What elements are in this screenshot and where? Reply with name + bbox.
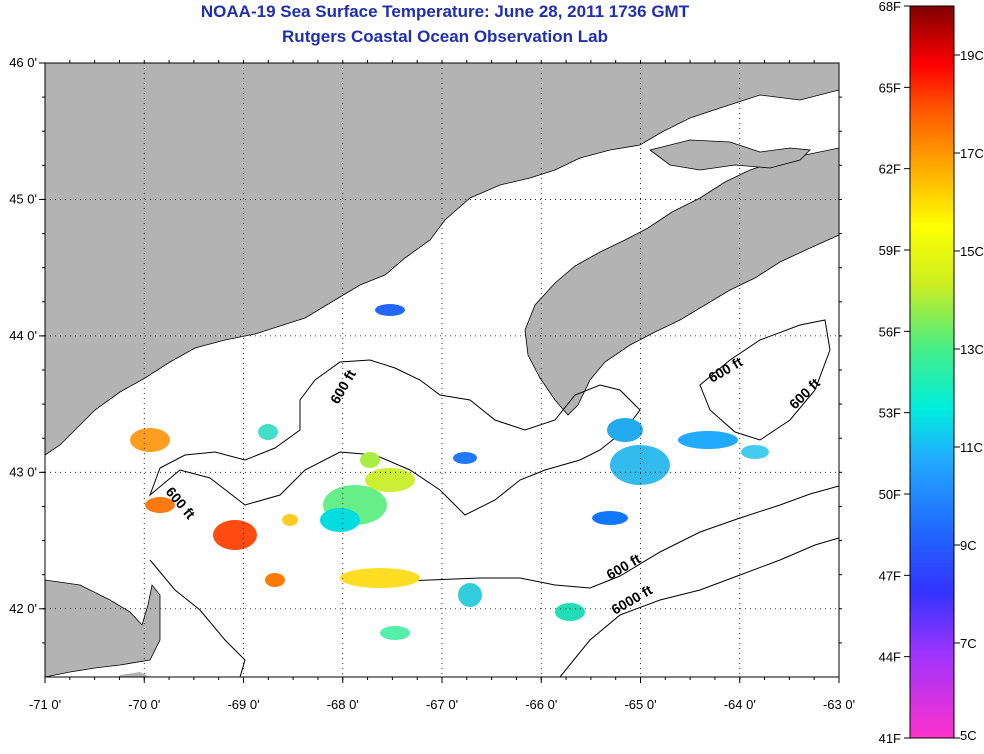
map-title: NOAA-19 Sea Surface Temperature: June 28… bbox=[200, 2, 690, 21]
depth-contour-6000ft bbox=[559, 537, 839, 677]
depth-contour-600ft-gulf bbox=[148, 359, 641, 516]
colorbar-f-label: 41F bbox=[879, 731, 901, 746]
map-frame bbox=[44, 62, 840, 678]
depth-contour-georges bbox=[149, 559, 246, 677]
colorbar-c-label: 19C bbox=[960, 48, 984, 63]
colorbar-f-label: 56F bbox=[879, 324, 901, 339]
lon-tick-label: -70 0' bbox=[128, 697, 160, 712]
sst-data-layer bbox=[130, 304, 769, 640]
lon-tick-label: -65 0' bbox=[624, 697, 656, 712]
colorbar-f-label: 59F bbox=[879, 243, 901, 258]
land-northern-shore bbox=[649, 139, 811, 171]
colorbar-f-label: 68F bbox=[879, 0, 901, 14]
colorbar-f-label: 65F bbox=[879, 80, 901, 95]
land-island bbox=[118, 672, 150, 677]
land-mainland bbox=[45, 63, 839, 456]
lon-tick-label: -67 0' bbox=[426, 697, 458, 712]
land-nova-scotia bbox=[524, 147, 839, 416]
land-cape-cod bbox=[45, 579, 161, 677]
lat-tick-label: 43 0' bbox=[9, 464, 37, 479]
colorbar-c-label: 11C bbox=[960, 440, 983, 455]
colorbar-f-label: 47F bbox=[879, 568, 901, 583]
lat-tick-label: 44 0' bbox=[9, 328, 37, 343]
colorbar-f-label: 50F bbox=[879, 487, 901, 502]
colorbar-c-label: 15C bbox=[960, 244, 984, 259]
lon-tick-label: -68 0' bbox=[327, 697, 359, 712]
lat-tick-label: 42 0' bbox=[9, 601, 37, 616]
lon-tick-label: -66 0' bbox=[525, 697, 557, 712]
lat-tick-label: 46 0' bbox=[9, 55, 37, 70]
lon-tick-label: -69 0' bbox=[227, 697, 259, 712]
lat-tick-label: 45 0' bbox=[9, 191, 37, 206]
colorbar-c-label: 7C bbox=[960, 636, 977, 651]
colorbar-f-label: 53F bbox=[879, 406, 901, 421]
colorbar-f-label: 62F bbox=[879, 162, 901, 177]
colorbar-c-label: 5C bbox=[960, 728, 977, 743]
colorbar bbox=[909, 5, 955, 739]
lon-tick-label: -71 0' bbox=[29, 697, 61, 712]
colorbar-f-label: 44F bbox=[879, 650, 901, 665]
colorbar-c-label: 13C bbox=[960, 342, 984, 357]
lon-tick-label: -63 0' bbox=[823, 697, 855, 712]
depth-contour-600ft-east bbox=[699, 319, 831, 441]
map-subtitle: Rutgers Coastal Ocean Observation Lab bbox=[282, 27, 608, 46]
colorbar-c-label: 17C bbox=[960, 146, 984, 161]
colorbar-c-label: 9C bbox=[960, 538, 977, 553]
colorbar-ticks: 68F 65F 62F 59F 56F 53F 50F 47F 44F 41F 19C 17C 15C 1… bbox=[879, 0, 984, 746]
depth-contour-600ft-shelf bbox=[379, 485, 839, 589]
lon-tick-label: -64 0' bbox=[724, 697, 756, 712]
